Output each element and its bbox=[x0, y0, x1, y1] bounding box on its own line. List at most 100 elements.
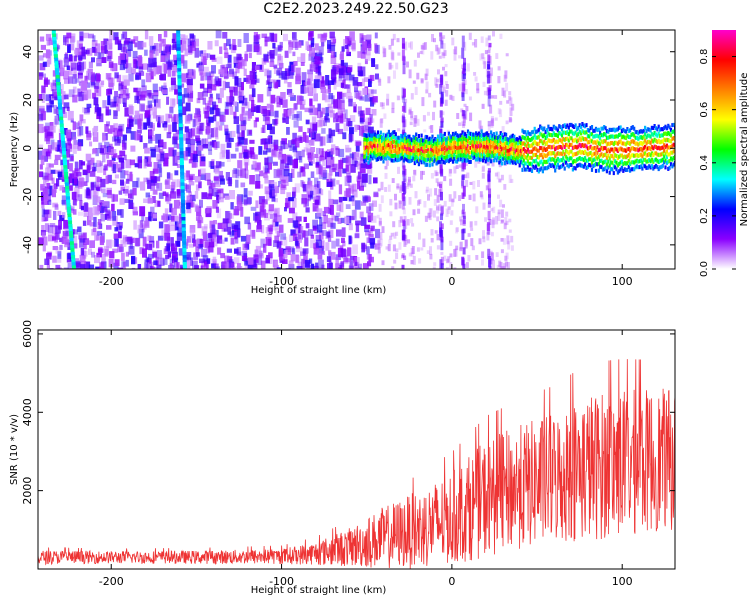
heatmap-cell bbox=[99, 262, 105, 269]
heatmap-cell bbox=[486, 75, 490, 84]
heatmap-cell bbox=[181, 133, 187, 141]
heatmap-cell bbox=[273, 240, 279, 247]
heatmap-cell bbox=[585, 144, 588, 149]
heatmap-cell bbox=[402, 146, 405, 151]
heatmap-cell bbox=[419, 158, 422, 163]
heatmap-cell bbox=[340, 51, 344, 60]
heatmap-cell bbox=[497, 194, 500, 199]
heatmap-cell bbox=[72, 144, 77, 154]
heatmap-cell bbox=[340, 261, 345, 269]
heatmap-cell bbox=[368, 153, 371, 158]
heatmap-cell bbox=[56, 82, 61, 87]
heatmap-cell bbox=[285, 198, 291, 208]
heatmap-cell bbox=[461, 70, 465, 82]
heatmap-cell bbox=[269, 256, 273, 264]
heatmap-cell bbox=[314, 56, 321, 65]
heatmap-cell bbox=[414, 86, 418, 95]
heatmap-cell bbox=[631, 139, 634, 144]
heatmap-cell bbox=[669, 162, 673, 167]
heatmap-cell bbox=[601, 126, 604, 131]
heatmap-cell bbox=[402, 158, 405, 163]
heatmap-cell bbox=[594, 140, 598, 145]
heatmap-cell bbox=[459, 216, 463, 222]
heatmap-cell bbox=[470, 238, 474, 247]
heatmap-cell bbox=[649, 147, 652, 151]
heatmap-cell bbox=[374, 132, 377, 137]
heatmap-cell bbox=[251, 259, 257, 268]
heatmap-cell bbox=[382, 132, 385, 137]
heatmap-cell bbox=[38, 123, 44, 134]
heatmap-cell bbox=[104, 141, 110, 149]
heatmap-cell bbox=[148, 216, 152, 222]
heatmap-cell bbox=[273, 185, 280, 194]
heatmap-cell bbox=[163, 44, 170, 54]
heatmap-cell bbox=[464, 239, 468, 247]
heatmap-cell bbox=[176, 232, 183, 241]
heatmap-cell bbox=[567, 157, 570, 162]
heatmap-cell bbox=[179, 140, 184, 146]
heatmap-cell bbox=[227, 54, 232, 65]
heatmap-cell bbox=[488, 85, 492, 91]
heatmap-cell bbox=[264, 116, 271, 125]
heatmap-cell bbox=[164, 54, 170, 63]
heatmap-cell bbox=[386, 136, 389, 141]
heatmap-cell bbox=[179, 158, 184, 164]
heatmap-cell bbox=[157, 159, 162, 168]
heatmap-cell bbox=[214, 239, 218, 247]
heatmap-cell bbox=[195, 246, 200, 252]
heatmap-cell bbox=[307, 69, 313, 75]
heatmap-cell bbox=[567, 164, 570, 169]
heatmap-cell bbox=[507, 240, 511, 250]
heatmap-cell bbox=[390, 154, 393, 158]
heatmap-cell bbox=[368, 162, 373, 168]
heatmap-cell bbox=[288, 41, 294, 50]
heatmap-cell bbox=[588, 128, 591, 133]
heatmap-cell bbox=[50, 82, 55, 87]
heatmap-cell bbox=[159, 151, 165, 162]
heatmap-cell bbox=[556, 128, 559, 133]
heatmap-cell bbox=[357, 263, 363, 268]
heatmap-cell bbox=[427, 157, 430, 161]
heatmap-cell bbox=[462, 144, 465, 149]
heatmap-cell bbox=[540, 132, 543, 137]
heatmap-cell bbox=[73, 268, 80, 269]
heatmap-cell bbox=[200, 248, 207, 257]
heatmap-cell bbox=[411, 223, 415, 227]
heatmap-cell bbox=[423, 142, 426, 147]
heatmap-cell bbox=[114, 238, 119, 247]
heatmap-cell bbox=[332, 38, 337, 43]
heatmap-cell bbox=[634, 129, 637, 134]
heatmap-cell bbox=[219, 175, 224, 182]
heatmap-cell bbox=[547, 165, 550, 170]
heatmap-cell bbox=[186, 184, 191, 193]
heatmap-cell bbox=[669, 156, 673, 161]
heatmap-cell bbox=[119, 89, 124, 98]
heatmap-cell bbox=[483, 90, 487, 96]
heatmap-cell bbox=[317, 65, 322, 76]
heatmap-cell bbox=[664, 138, 667, 143]
heatmap-cell bbox=[195, 205, 200, 212]
heatmap-cell bbox=[248, 52, 252, 59]
heatmap-cell bbox=[450, 149, 453, 154]
heatmap-cell bbox=[444, 64, 448, 68]
heatmap-cell bbox=[495, 140, 498, 145]
heatmap-cell bbox=[292, 32, 297, 40]
heatmap-cell bbox=[195, 38, 199, 47]
heatmap-cell bbox=[489, 104, 493, 114]
heatmap-cell bbox=[461, 121, 465, 126]
heatmap-cell bbox=[159, 139, 164, 146]
heatmap-cell bbox=[240, 235, 247, 242]
heatmap-cell bbox=[453, 148, 456, 153]
heatmap-cell bbox=[393, 149, 396, 153]
heatmap-cell bbox=[359, 211, 364, 219]
heatmap-cell bbox=[415, 146, 418, 150]
heatmap-cell bbox=[469, 112, 473, 122]
heatmap-cell bbox=[224, 237, 228, 242]
heatmap-cell bbox=[480, 194, 484, 200]
heatmap-cell bbox=[322, 92, 326, 100]
heatmap-cell bbox=[492, 140, 495, 145]
heatmap-cell bbox=[469, 181, 473, 185]
heatmap-cell bbox=[52, 224, 57, 234]
heatmap-cell bbox=[216, 194, 220, 204]
heatmap-cell bbox=[178, 127, 183, 132]
